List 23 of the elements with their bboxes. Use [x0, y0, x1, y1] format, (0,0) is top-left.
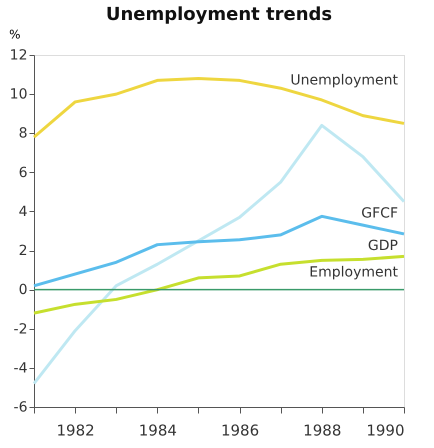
- series-label: Unemployment: [290, 72, 398, 88]
- x-tick-label: 1986: [220, 422, 260, 440]
- x-tick-label: 1984: [138, 422, 177, 440]
- x-tick-label: 1990: [366, 422, 404, 440]
- y-tick-label: 10: [10, 86, 28, 103]
- line-series: [32, 124, 406, 386]
- series-label: Employment: [309, 264, 398, 280]
- x-tick-label: 1988: [303, 422, 342, 440]
- y-tick-label: 6: [18, 164, 28, 181]
- y-axis-title: %: [9, 28, 20, 42]
- chart-title: Unemployment trends: [106, 4, 332, 25]
- x-tick-label: 1982: [56, 422, 95, 440]
- y-tick-label: 8: [18, 126, 28, 142]
- y-tick-label: 2: [18, 243, 28, 260]
- y-tick-label: 0: [18, 282, 28, 298]
- line-series: [32, 254, 406, 315]
- series-label: GDP: [368, 238, 398, 254]
- y-tick-label: -2: [14, 321, 28, 338]
- y-tick-label: 4: [18, 204, 28, 220]
- y-tick-label: -4: [14, 360, 28, 376]
- series-label: GFCF: [361, 206, 398, 222]
- y-tick-label: -6: [14, 400, 28, 416]
- y-tick-label: 12: [10, 48, 28, 64]
